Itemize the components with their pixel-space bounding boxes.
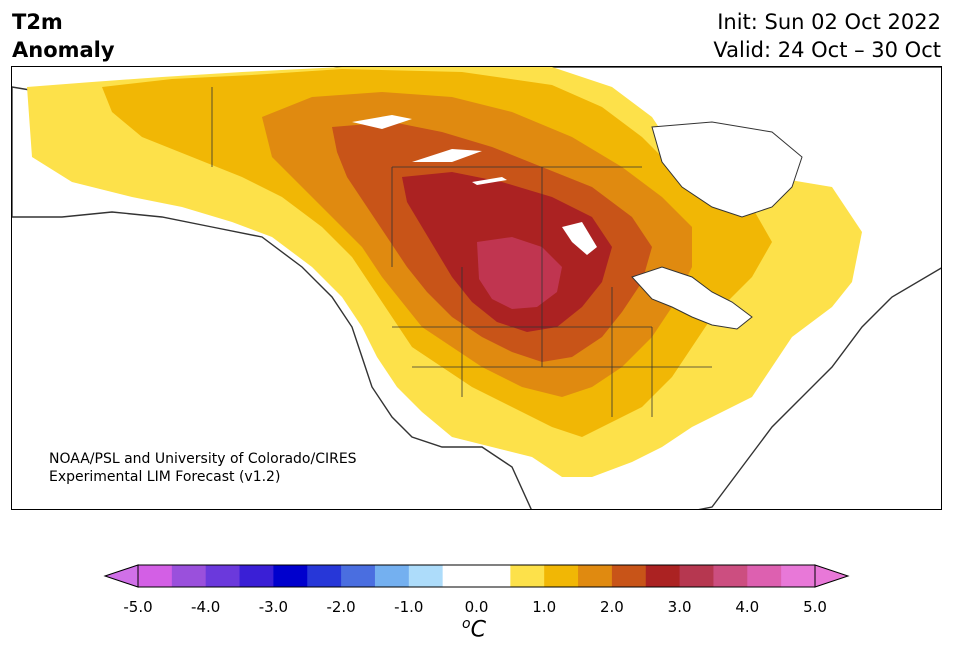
- colorbar-swatch: [713, 565, 748, 587]
- colorbar-swatch: [578, 565, 613, 587]
- credit-text: NOAA/PSL and University of Colorado/CIRE…: [49, 450, 357, 486]
- colorbar-swatch: [544, 565, 579, 587]
- colorbar-swatch: [341, 565, 376, 587]
- colorbar-swatch: [205, 565, 241, 587]
- colorbar-swatch: [171, 565, 207, 587]
- colorbar-high-extend: [814, 564, 850, 588]
- colorbar-outline: [137, 564, 816, 588]
- great-lakes: [631, 266, 753, 330]
- unit-sup: o: [462, 616, 471, 632]
- colorbar-swatch: [408, 565, 444, 587]
- colorbar: [103, 564, 850, 588]
- forecast-info: Init: Sun 02 Oct 2022 Valid: 24 Oct – 30…: [713, 8, 941, 64]
- hudson-bay: [651, 121, 803, 218]
- colorbar-swatch: [138, 565, 173, 587]
- map-panel: [11, 66, 942, 510]
- colorbar-tick-label: 3.0: [667, 598, 692, 616]
- colorbar-swatch: [307, 565, 342, 587]
- colorbar-low-extend: [103, 564, 139, 588]
- lake-1: [352, 115, 412, 129]
- lake-4: [562, 222, 597, 255]
- colorbar-swatch: [273, 565, 308, 587]
- anomaly-zone-6: [477, 237, 562, 309]
- colorbar-tick-label: -5.0: [123, 598, 153, 616]
- title-line2: Anomaly: [12, 38, 115, 62]
- colorbar-tick-label: 4.0: [735, 598, 760, 616]
- lake-2: [412, 149, 482, 162]
- colorbar-tick-label: 2.0: [599, 598, 624, 616]
- credit-line1: NOAA/PSL and University of Colorado/CIRE…: [49, 451, 357, 467]
- colorbar-swatch: [611, 565, 647, 587]
- colorbar-swatch: [442, 565, 477, 587]
- colorbar-swatch: [374, 565, 410, 587]
- anomaly-map: [12, 67, 941, 509]
- colorbar-tick-label: -3.0: [258, 598, 289, 616]
- colorbar-swatch: [781, 565, 816, 587]
- colorbar-tick-label: -2.0: [326, 598, 356, 616]
- colorbar-tick-label: 0.0: [464, 598, 489, 616]
- colorbar-tick-label: -4.0: [191, 598, 221, 616]
- title-line1: T2m: [12, 10, 63, 34]
- colorbar-swatch: [510, 565, 545, 587]
- colorbar-swatch: [239, 565, 274, 587]
- credit-line2: Experimental LIM Forecast (v1.2): [49, 469, 281, 485]
- colorbar-swatch: [645, 565, 681, 587]
- colorbar-swatch: [476, 565, 511, 587]
- colorbar-swatch: [747, 565, 782, 587]
- colorbar-unit: oC: [462, 616, 486, 642]
- political-borders: [211, 87, 712, 417]
- map-title: T2m Anomaly: [12, 8, 115, 64]
- colorbar-tick-label: 5.0: [803, 598, 827, 616]
- unit-base: C: [470, 617, 486, 643]
- colorbar-swatch: [679, 565, 714, 587]
- colorbar-tick-label: -1.0: [394, 598, 424, 616]
- init-date: Init: Sun 02 Oct 2022: [717, 10, 941, 34]
- lake-3: [472, 177, 507, 185]
- valid-period: Valid: 24 Oct – 30 Oct: [713, 38, 941, 62]
- colorbar-swatches: [138, 565, 816, 587]
- colorbar-tick-label: 1.0: [532, 598, 557, 616]
